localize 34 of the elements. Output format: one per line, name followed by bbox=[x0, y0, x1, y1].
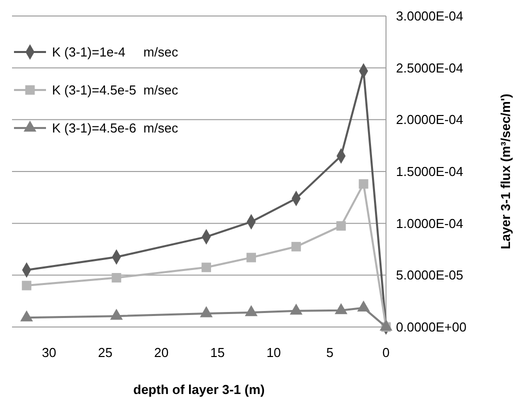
y-tick-label: 5.0000E-05 bbox=[396, 268, 464, 283]
x-tick-label: 10 bbox=[266, 345, 281, 360]
x-tick-label: 30 bbox=[42, 345, 56, 360]
y-tick-label: 3.0000E-04 bbox=[396, 8, 464, 24]
x-tick-label: 15 bbox=[210, 345, 225, 360]
legend-label: K (3-1)=4.5e-5 m/sec bbox=[52, 82, 179, 98]
point bbox=[246, 252, 256, 262]
point bbox=[290, 304, 303, 315]
point bbox=[200, 306, 213, 318]
y-tick-label: 1.0000E-04 bbox=[396, 216, 464, 231]
point bbox=[334, 303, 348, 314]
x-tick-label: 5 bbox=[326, 345, 334, 360]
point bbox=[20, 310, 33, 322]
point bbox=[380, 320, 392, 331]
point bbox=[22, 280, 32, 290]
point bbox=[358, 179, 368, 189]
x-tick-label: 20 bbox=[154, 345, 169, 360]
x-tick-label: 25 bbox=[98, 345, 112, 360]
y-tick-label: 2.5000E-04 bbox=[396, 60, 464, 76]
point bbox=[291, 242, 301, 252]
point bbox=[244, 305, 258, 316]
point bbox=[202, 262, 212, 272]
x-axis-title: depth of layer 3-1 (m) bbox=[133, 382, 265, 397]
point bbox=[336, 221, 346, 231]
y-axis-title: Layer 3-1 flux (m³/sec/m') bbox=[498, 94, 513, 250]
point bbox=[357, 300, 370, 312]
x-tick-label: 0 bbox=[382, 345, 390, 360]
y-tick-label: 1.5000E-04 bbox=[396, 164, 464, 180]
legend-label: K (3-1)=4.5e-6 m/sec bbox=[52, 120, 179, 136]
legend-label: K (3-1)=1e-4 m/sec bbox=[52, 44, 179, 60]
y-tick-label: 0.0000E+00 bbox=[396, 320, 466, 335]
point bbox=[112, 273, 122, 282]
y-tick-label: 2.0000E-04 bbox=[396, 112, 464, 128]
point bbox=[110, 308, 123, 320]
